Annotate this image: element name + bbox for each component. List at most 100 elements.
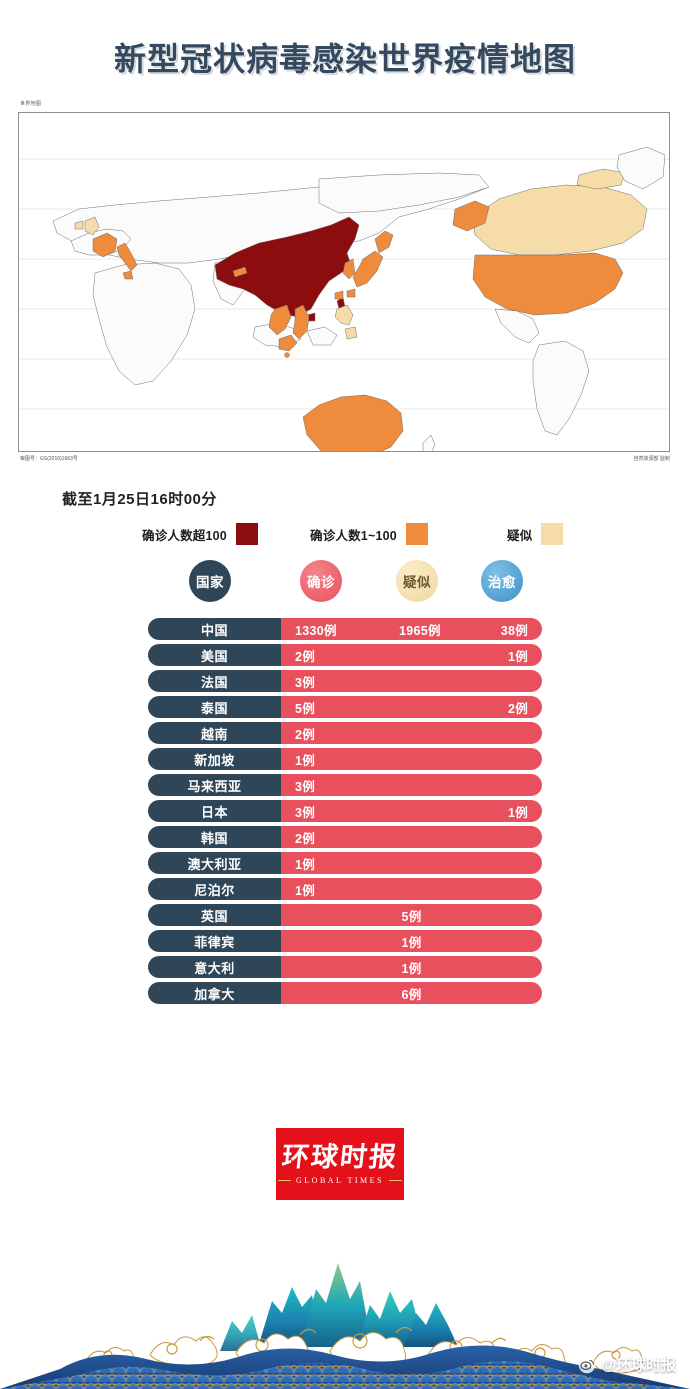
cell-suspected: 1例	[401, 935, 422, 950]
map-footer-left: 审图号：GS(2016)1663号	[20, 456, 78, 462]
legend-item-low: 疑似	[507, 522, 564, 546]
cell-suspected: 1例	[401, 961, 422, 976]
row-values: 6例	[281, 982, 542, 1004]
row-country-label: 日本	[148, 800, 281, 822]
table-row: 日本 3例 1例	[148, 800, 542, 822]
table-row: 泰国 5例 2例	[148, 696, 542, 718]
table-row: 菲律宾 1例	[148, 930, 542, 952]
row-values: 3例	[281, 670, 542, 692]
row-values: 2例	[281, 722, 542, 744]
row-country-label: 尼泊尔	[148, 878, 281, 900]
map-country-malaysia	[278, 334, 298, 352]
cell-confirmed: 2例	[295, 649, 316, 664]
wave-mountain-decoration	[0, 1263, 690, 1389]
cell-cured: 2例	[507, 701, 528, 716]
row-country-label: 越南	[148, 722, 281, 744]
cell-confirmed: 2例	[295, 727, 316, 742]
as-of-timestamp: 截至1月25日16时00分	[62, 491, 217, 508]
map-legend: 确诊人数超100 确诊人数1~100 疑似	[62, 522, 662, 548]
world-map-svg	[19, 113, 669, 451]
table-row: 英国 5例	[148, 904, 542, 926]
cell-confirmed: 2例	[295, 831, 316, 846]
cell-cured: 1例	[507, 805, 528, 820]
map-country-china	[214, 216, 360, 318]
row-values: 1例	[281, 852, 542, 874]
table-row: 美国 2例 1例	[148, 644, 542, 666]
table-row: 加拿大 6例	[148, 982, 542, 1004]
legend-swatch-high	[235, 523, 258, 545]
cell-confirmed: 1330例	[295, 623, 337, 638]
cell-confirmed: 3例	[295, 779, 316, 794]
row-values: 2例 1例	[281, 644, 542, 666]
table-header-country: 国家	[189, 560, 231, 602]
row-country-label: 中国	[148, 618, 281, 640]
table-row: 韩国 2例	[148, 826, 542, 848]
weibo-icon	[579, 1356, 596, 1373]
map-footer-right: 自然资源部 监制	[633, 456, 670, 462]
row-country-label: 马来西亚	[148, 774, 281, 796]
row-values: 3例	[281, 774, 542, 796]
row-values: 1例	[281, 930, 542, 952]
table-header-cured: 治愈	[481, 560, 523, 602]
weibo-watermark: @环球时报	[578, 1354, 676, 1375]
table-row: 马来西亚 3例	[148, 774, 542, 796]
legend-item-mid: 确诊人数1~100	[310, 522, 428, 546]
row-country-label: 新加坡	[148, 748, 281, 770]
table-row: 新加坡 1例	[148, 748, 542, 770]
map-country-thailand	[268, 304, 292, 336]
legend-label-low: 疑似	[507, 528, 533, 543]
row-country-label: 加拿大	[148, 982, 281, 1004]
cell-suspected: 6例	[401, 987, 422, 1002]
legend-label-mid: 确诊人数1~100	[310, 528, 397, 543]
cell-cured: 1例	[507, 649, 528, 664]
row-values: 1例	[281, 956, 542, 978]
legend-swatch-mid	[405, 523, 428, 545]
row-country-label: 意大利	[148, 956, 281, 978]
page-title: 新型冠状病毒感染世界疫情地图	[113, 41, 576, 77]
table-row: 中国 1330例 1965例 38例	[148, 618, 542, 640]
country-stats-table: 国家 确诊 疑似 治愈 中国 1330例 1965例 38例 美国 2例 1例 法国 3例 泰国 5…	[0, 560, 690, 1008]
table-header-confirmed: 确诊	[300, 560, 342, 602]
table-row: 尼泊尔 1例	[148, 878, 542, 900]
map-country-canada	[472, 184, 648, 256]
watermark-text: @环球时报	[601, 1357, 676, 1374]
table-row: 法国 3例	[148, 670, 542, 692]
logo-chinese-name: 环球时报	[280, 1141, 400, 1173]
row-values: 3例 1例	[281, 800, 542, 822]
row-country-label: 澳大利亚	[148, 852, 281, 874]
row-values: 5例 2例	[281, 696, 542, 718]
table-body: 中国 1330例 1965例 38例 美国 2例 1例 法国 3例 泰国 5例 2例 越南 2例 新加坡 1例…	[0, 618, 690, 1004]
row-values: 2例	[281, 826, 542, 848]
map-country-australia	[302, 394, 404, 451]
row-country-label: 法国	[148, 670, 281, 692]
cell-suspected: 5例	[401, 909, 422, 924]
cell-confirmed: 3例	[295, 675, 316, 690]
row-country-label: 美国	[148, 644, 281, 666]
cell-confirmed: 1例	[295, 753, 316, 768]
cell-confirmed: 1例	[295, 857, 316, 872]
row-values: 1例	[281, 878, 542, 900]
cell-confirmed: 1例	[295, 883, 316, 898]
map-country-italy	[116, 242, 138, 272]
map-country-uk	[84, 216, 100, 236]
logo-english-name: GLOBAL TIMES	[278, 1175, 402, 1185]
cell-confirmed: 3例	[295, 805, 316, 820]
cell-confirmed: 5例	[295, 701, 316, 716]
map-country-korea	[342, 258, 356, 280]
map-country-france	[92, 232, 118, 258]
row-country-label: 菲律宾	[148, 930, 281, 952]
legend-label-high: 确诊人数超100	[142, 528, 227, 543]
legend-item-high: 确诊人数超100	[142, 522, 258, 546]
map-country-nepal	[232, 266, 248, 278]
table-header-row: 国家 确诊 疑似 治愈	[0, 560, 690, 616]
map-country-singapore	[284, 352, 290, 358]
global-times-logo: 环球时报 GLOBAL TIMES	[276, 1128, 404, 1200]
row-country-label: 泰国	[148, 696, 281, 718]
map-frame	[18, 112, 670, 452]
row-values: 1330例 1965例 38例	[281, 618, 542, 640]
row-values: 5例	[281, 904, 542, 926]
table-header-suspected: 疑似	[396, 560, 438, 602]
map-country-usa	[472, 252, 624, 316]
map-country-vietnam	[292, 304, 310, 340]
table-row: 越南 2例	[148, 722, 542, 744]
